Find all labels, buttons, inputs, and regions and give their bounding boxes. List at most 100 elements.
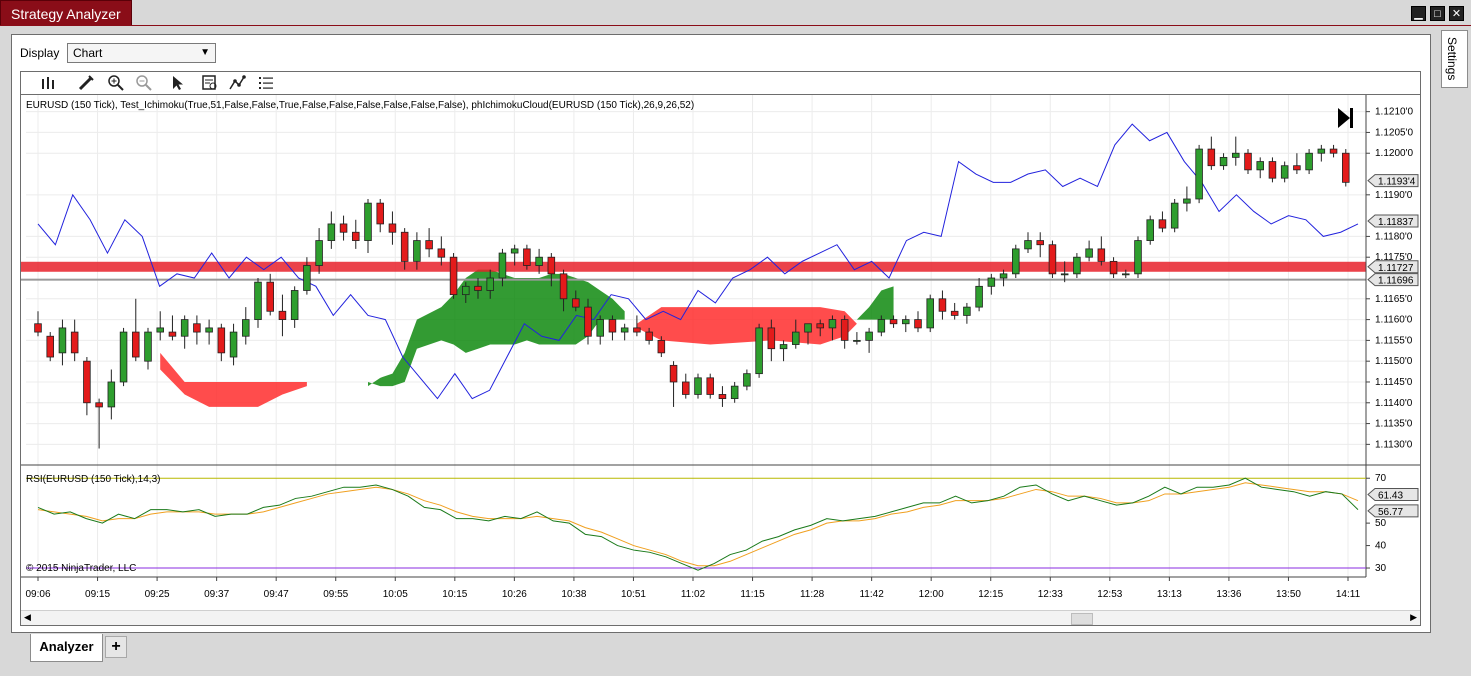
candle-body <box>1073 256 1081 275</box>
copyright: © 2015 NinjaTrader, LLC <box>26 563 136 574</box>
candle-body <box>1048 244 1057 275</box>
candle-body <box>278 310 287 320</box>
minimize-button[interactable]: ▁ <box>1411 6 1426 21</box>
candle-body <box>523 248 531 266</box>
chart-panel <box>20 71 1421 626</box>
candle-body <box>1012 248 1020 275</box>
add-tab-button[interactable]: + <box>105 636 127 658</box>
candle-body <box>1170 202 1179 229</box>
rsi-series <box>37 477 1359 571</box>
time-label: 13:36 <box>1216 589 1241 600</box>
settings-tab[interactable]: Settings <box>1441 30 1468 88</box>
draw-pencil-icon[interactable] <box>77 74 95 92</box>
cloud-green <box>856 286 894 320</box>
candle-body <box>58 327 67 354</box>
candle-body <box>633 327 641 333</box>
rsi-title: RSI(EURUSD (150 Tick),14,3) <box>26 474 160 485</box>
horizontal-lines <box>21 261 1366 281</box>
bar-type-icon[interactable] <box>39 74 57 92</box>
price-marker-box <box>1367 214 1419 228</box>
candle-body <box>596 319 604 337</box>
candle-body <box>792 331 800 345</box>
price-axis: 1.1210'0 1.1205'0 1.1200'0 1.1190'0 1.1180'0… <box>21 95 1420 578</box>
candle-body <box>987 277 996 287</box>
candle-body <box>682 381 690 395</box>
display-label: Display <box>20 46 60 60</box>
rsi-marker: 61.43 <box>1367 487 1419 501</box>
candle-body <box>1122 273 1130 276</box>
tab-analyzer[interactable]: Analyzer <box>30 634 103 662</box>
scroll-left-icon[interactable]: ◀ <box>24 612 31 622</box>
maximize-button[interactable]: □ <box>1430 6 1445 21</box>
price-marker-box <box>1367 260 1419 274</box>
candle-body <box>132 331 140 358</box>
candle-body <box>853 339 861 342</box>
candle-body <box>290 290 299 320</box>
price-marker-label: 1.11696 <box>1378 276 1414 287</box>
candle-body <box>914 319 922 329</box>
candle-body <box>95 402 103 408</box>
candle-body <box>339 223 348 233</box>
candle-body <box>1280 165 1289 179</box>
time-label: 12:15 <box>978 589 1003 600</box>
candle-body <box>669 364 678 383</box>
candle-body <box>376 202 384 225</box>
time-label: 13:13 <box>1157 589 1182 600</box>
horizontal-scrollbar[interactable]: ◀ ▶ <box>21 610 1420 625</box>
rsi-panel: 70 50 40 30 61.43 56.77 <box>26 473 1419 574</box>
candle-body <box>559 273 568 300</box>
time-label: 10:05 <box>383 589 408 600</box>
candle-body <box>828 319 837 329</box>
candle-body <box>1305 152 1313 171</box>
close-button[interactable]: ✕ <box>1449 6 1464 21</box>
candle-body <box>657 339 666 354</box>
price-marker: 1.11837 <box>1367 214 1419 228</box>
candle-body <box>1109 260 1118 275</box>
chart-canvas[interactable]: 1.1210'0 1.1205'0 1.1200'0 1.1190'0 1.1180'0… <box>21 95 1420 610</box>
candle-body <box>584 306 592 337</box>
candle-body <box>779 344 788 350</box>
list-icon[interactable] <box>257 74 275 92</box>
tenkan-series <box>37 123 1359 400</box>
candle-body <box>474 285 482 291</box>
data-box-icon[interactable] <box>201 74 219 92</box>
candle-body <box>730 385 739 400</box>
cloud-red <box>160 352 307 407</box>
time-label: 11:42 <box>859 589 884 600</box>
candle-body <box>1060 273 1069 276</box>
time-label: 09:15 <box>85 589 110 600</box>
candle-body <box>413 240 421 262</box>
scroll-to-end-icon[interactable] <box>1338 108 1353 128</box>
price-marker: 1.1193'4 <box>1367 174 1419 188</box>
rsi-marker-box <box>1367 487 1419 501</box>
candlesticks <box>34 136 1350 449</box>
zoom-in-icon[interactable] <box>107 74 125 92</box>
time-axis: 09:06 09:15 09:25 09:37 09:47 09:55 10:05 10:15… <box>25 577 1361 600</box>
time-label: 12:00 <box>919 589 944 600</box>
candle-body <box>840 319 849 341</box>
scroll-right-icon[interactable]: ▶ <box>1410 612 1417 622</box>
candle-body <box>119 331 128 383</box>
title-separator <box>0 25 1471 26</box>
price-label: 1.1175'0 <box>1375 252 1413 263</box>
scroll-thumb[interactable] <box>1071 613 1093 625</box>
candle-body <box>1183 198 1191 204</box>
time-label: 09:25 <box>145 589 170 600</box>
pointer-icon[interactable] <box>169 74 187 92</box>
candle-body <box>938 298 947 312</box>
candle-body <box>83 360 91 404</box>
candle-body <box>437 248 446 258</box>
horizontal-line <box>21 261 1366 272</box>
horizontal-line <box>21 278 1366 281</box>
candle-body <box>1195 148 1203 200</box>
tenkan-line <box>37 123 1359 400</box>
candle-body <box>1158 219 1167 229</box>
candle-body <box>1342 152 1350 183</box>
display-select[interactable]: Chart ▼ <box>67 43 216 63</box>
candle-body <box>1244 152 1252 171</box>
strategy-icon[interactable] <box>228 74 246 92</box>
candle-body <box>572 298 580 308</box>
zoom-out-icon[interactable] <box>135 74 153 92</box>
price-marker-box <box>1367 273 1419 287</box>
candle-body <box>950 310 959 316</box>
